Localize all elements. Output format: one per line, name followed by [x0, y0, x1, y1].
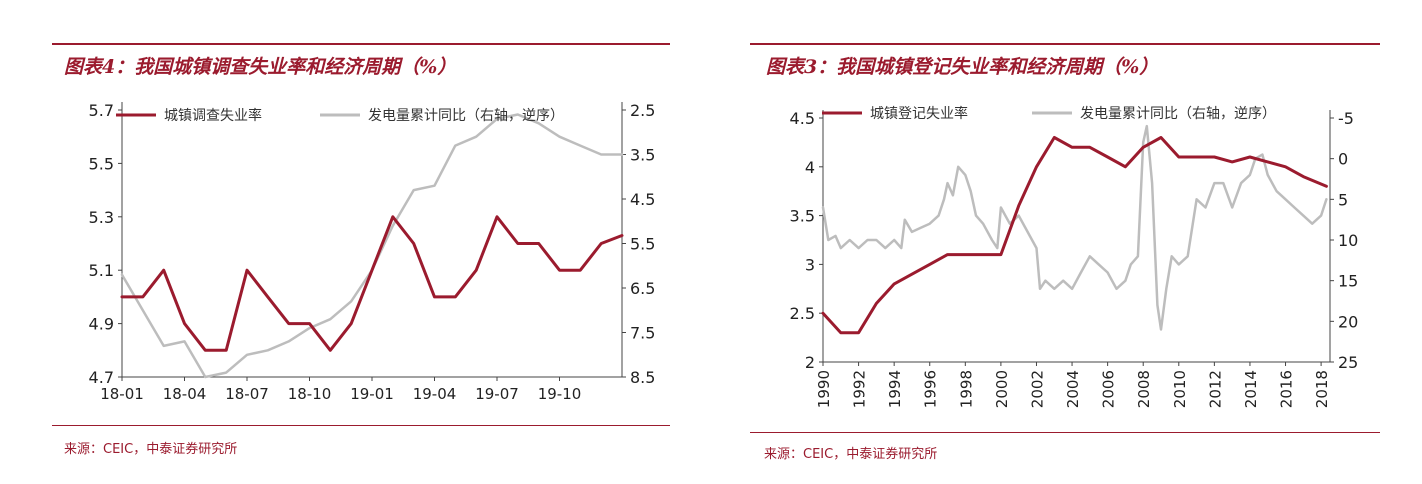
y-right-tick-label: 15 — [1338, 272, 1358, 291]
chart-title: 图表4：我国城镇调查失业率和经济周期（%） — [64, 56, 457, 78]
x-tick-label: 2002 — [1028, 370, 1046, 408]
y-left-tick-label: 4.7 — [89, 368, 114, 387]
y-right-tick-label: 8.5 — [630, 368, 655, 387]
chart-source: 来源：CEIC，中泰证券研究所 — [764, 447, 938, 462]
y-right-tick-label: 2.5 — [630, 101, 655, 120]
x-tick-label: 1998 — [957, 370, 975, 408]
y-left-tick-label: 5.1 — [89, 261, 114, 280]
legend-label: 发电量累计同比（右轴，逆序） — [368, 108, 564, 124]
x-tick-label: 1992 — [851, 370, 869, 408]
y-right-tick-label: 0 — [1338, 150, 1348, 169]
title-rule — [52, 43, 670, 45]
line-chart-registered-unemployment: 2 2.5 3 3.5 4 4.5 -5 0 5 10 15 20 25 1990 1992 1994 1996… — [790, 105, 1359, 408]
y-left-tick-label: 4.9 — [89, 315, 114, 334]
y-left-tick-label: 3.5 — [790, 207, 815, 226]
bottom-rule — [52, 425, 670, 426]
bottom-rule — [750, 432, 1380, 433]
x-tick-label: 19-04 — [413, 385, 457, 403]
y-left-tick-label: 2.5 — [790, 304, 815, 323]
x-tick-label: 1996 — [922, 370, 940, 408]
x-tick-label: 2014 — [1242, 370, 1260, 408]
x-tick-label: 2010 — [1171, 370, 1189, 408]
x-tick-label: 2006 — [1100, 370, 1118, 408]
chart-title: 图表3：我国城镇登记失业率和经济周期（%） — [766, 56, 1159, 78]
x-tick-label: 2008 — [1135, 370, 1153, 408]
x-tick-label: 2012 — [1206, 370, 1224, 408]
y-right-tick-label: 20 — [1338, 312, 1358, 331]
y-left-tick-label: 5.5 — [89, 154, 114, 173]
x-tick-label: 19-10 — [538, 385, 582, 403]
x-tick-label: 1990 — [815, 370, 833, 408]
y-right-tick-label: 4.5 — [630, 190, 655, 209]
y-right-tick-label: 25 — [1338, 353, 1358, 372]
x-tick-label: 2000 — [993, 370, 1011, 408]
y-right-tick-label: 5 — [1338, 190, 1348, 209]
y-right-tick-label: 7.5 — [630, 324, 655, 343]
legend-label: 城镇登记失业率 — [870, 105, 968, 122]
y-left-tick-label: 4.5 — [790, 109, 815, 128]
y-right-tick-label: 5.5 — [630, 235, 655, 254]
series-line-unemployment — [821, 136, 1328, 335]
chart-panel-right: 图表3：我国城镇登记失业率和经济周期（%） 2 2.5 3 3.5 4 4.5 -5 0 5 10… — [700, 0, 1422, 484]
x-tick-label: 19-07 — [475, 385, 519, 403]
series-line-power-generation — [821, 124, 1328, 331]
x-tick-label: 2018 — [1313, 370, 1331, 408]
x-tick-label: 19-01 — [350, 385, 394, 403]
y-left-tick-label: 3 — [805, 255, 815, 274]
line-chart-survey-unemployment: 4.7 4.9 5.1 5.3 5.5 5.7 2.5 3.5 4.5 5.5 6.5 7.5 8.5 1… — [89, 101, 656, 403]
x-tick-label: 1994 — [886, 370, 904, 408]
x-tick-label: 2016 — [1278, 370, 1296, 408]
x-tick-label: 18-04 — [163, 385, 207, 403]
chart-source: 来源：CEIC，中泰证券研究所 — [64, 442, 238, 457]
x-tick-label: 2004 — [1064, 370, 1082, 408]
x-tick-label: 18-07 — [225, 385, 269, 403]
title-rule — [750, 43, 1380, 45]
y-left-tick-label: 4 — [805, 158, 815, 177]
legend-label: 城镇调查失业率 — [164, 107, 262, 124]
legend-label: 发电量累计同比（右轴，逆序） — [1080, 106, 1276, 122]
series-line-unemployment — [120, 215, 624, 352]
y-right-tick-label: 10 — [1338, 231, 1358, 250]
y-left-tick-label: 5.3 — [89, 208, 114, 227]
chart-panel-left: 图表4：我国城镇调查失业率和经济周期（%） 4.7 4.9 5.1 5.3 5.5 5.7… — [0, 0, 700, 484]
y-left-tick-label: 5.7 — [89, 101, 114, 120]
x-tick-label: 18-10 — [288, 385, 332, 403]
y-right-tick-label: -5 — [1338, 109, 1354, 128]
y-right-tick-label: 3.5 — [630, 146, 655, 165]
y-right-tick-label: 6.5 — [630, 279, 655, 298]
x-tick-label: 18-01 — [100, 385, 144, 403]
y-left-tick-label: 2 — [805, 353, 815, 372]
